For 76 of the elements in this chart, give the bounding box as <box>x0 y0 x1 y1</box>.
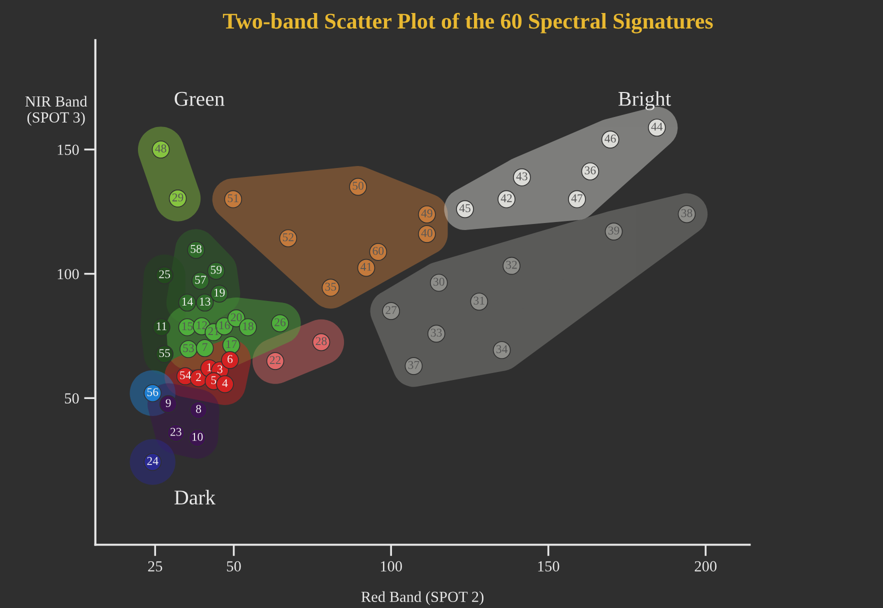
series-label: 16 <box>219 321 230 330</box>
series-label: 27 <box>386 306 397 314</box>
series-label: 52 <box>282 233 294 242</box>
series-label: 28 <box>316 337 327 346</box>
x-tick-label: 50 <box>227 561 241 572</box>
series-label: 54 <box>180 371 192 380</box>
series-label: 21 <box>208 327 219 336</box>
series-label: 12 <box>196 321 207 330</box>
series-label: 44 <box>651 122 663 130</box>
point <box>130 439 176 485</box>
series-label: 23 <box>170 428 182 436</box>
series-label: 26 <box>274 318 286 326</box>
series-label: 11 <box>156 322 166 330</box>
x-tick-label: 100 <box>380 561 402 572</box>
series-label: 58 <box>190 244 202 253</box>
series-label: 34 <box>496 345 508 354</box>
x-axis-title: Red Band (SPOT 2) <box>361 591 484 606</box>
series-label: 20 <box>230 313 242 322</box>
annotation: Dark <box>174 490 216 505</box>
y-tick-label: 50 <box>65 393 79 404</box>
series-label: 32 <box>506 260 517 269</box>
series-label: 7 <box>202 343 208 351</box>
series-label: 24 <box>147 457 158 465</box>
series-label: 51 <box>228 194 238 202</box>
series-label: 19 <box>214 288 225 297</box>
point <box>130 370 176 416</box>
series-label: 45 <box>459 204 470 212</box>
series-label: 40 <box>421 229 432 237</box>
series-label: 3 <box>218 365 222 374</box>
series-label: 14 <box>182 298 193 306</box>
series-label: 55 <box>159 349 170 358</box>
x-tick-label: 25 <box>148 561 162 572</box>
series-label: 60 <box>372 246 384 255</box>
series-label: 9 <box>166 399 171 408</box>
annotation: Green <box>174 92 224 106</box>
series-label: 36 <box>584 166 596 174</box>
series-label: 8 <box>196 405 202 413</box>
series-label: 48 <box>155 144 166 152</box>
series-label: 25 <box>159 270 170 278</box>
annotation: Bright <box>618 91 672 110</box>
series-label: 31 <box>474 296 484 305</box>
series-label: 1 <box>207 363 212 372</box>
series-label: 29 <box>172 194 184 202</box>
x-tick-label: 200 <box>694 561 717 572</box>
series-label: 59 <box>210 266 222 274</box>
x-tick-label: 150 <box>538 561 560 572</box>
series-label: 37 <box>408 361 420 369</box>
series-label: 33 <box>431 328 442 337</box>
series-label: 57 <box>195 276 206 284</box>
series-label: 4 <box>222 379 228 388</box>
series-label: 35 <box>325 282 336 291</box>
series-label: 10 <box>192 432 203 441</box>
series-label: 53 <box>183 344 194 352</box>
series-label: 5 <box>211 376 216 384</box>
series-label: 17 <box>226 340 237 348</box>
series-label: 38 <box>681 209 692 218</box>
series-label: 41 <box>360 262 372 271</box>
y-tick-label: 100 <box>58 268 79 280</box>
series-label: 2 <box>196 373 201 382</box>
series-label: 46 <box>604 134 616 143</box>
series-label: 50 <box>352 182 364 190</box>
series-label: 30 <box>434 278 444 286</box>
chart-title: Two-band Scatter Plot of the 60 Spectral Signatures <box>222 12 713 34</box>
series-label: 56 <box>147 388 158 396</box>
series-label: 22 <box>270 356 281 364</box>
series-label: 39 <box>608 226 620 234</box>
series-label: 43 <box>516 172 528 180</box>
series-label: 49 <box>421 209 432 218</box>
series-label: 18 <box>243 322 254 330</box>
series-label: 47 <box>571 194 583 202</box>
y-axis-title: NIR Band (SPOT 3) <box>25 96 88 126</box>
series-label: 13 <box>200 298 210 306</box>
series-label: 42 <box>500 194 512 202</box>
y-tick-label: 150 <box>58 144 79 155</box>
series-label: 6 <box>228 355 233 364</box>
series-label: 15 <box>182 322 193 330</box>
